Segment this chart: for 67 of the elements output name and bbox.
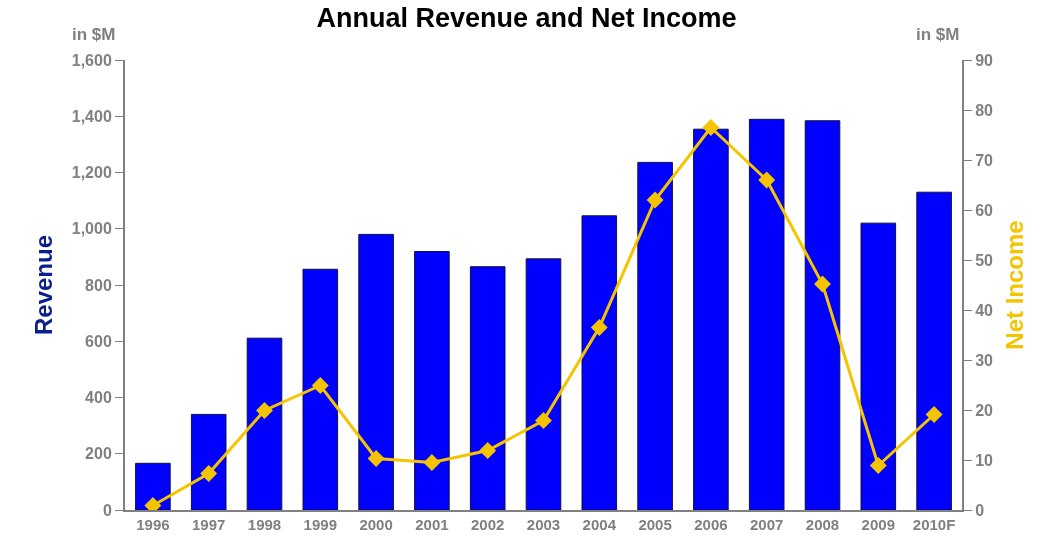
x-tick-label: 1996 [136, 516, 170, 533]
bar [637, 161, 673, 510]
bar [804, 120, 841, 510]
bar [246, 337, 283, 510]
y2-tick-label: 10 [975, 451, 994, 469]
bar [748, 118, 785, 510]
bar [302, 268, 339, 510]
point [646, 191, 664, 209]
x-tick-label: 1999 [303, 516, 337, 533]
point [925, 406, 943, 423]
bar [860, 222, 897, 510]
y2-axis-title: Net Income [1000, 220, 1028, 350]
y-tick-label: 1,600 [71, 51, 112, 69]
y-axis-title: Revenue [30, 234, 58, 336]
y2-tick-label: 0 [975, 501, 985, 519]
point [814, 275, 831, 293]
point [590, 319, 608, 336]
y2-tick-label: 30 [975, 351, 994, 369]
x-tick-label: 2010F [912, 516, 956, 533]
y-tick-label: 0 [102, 501, 112, 519]
point [535, 412, 552, 429]
y2-tick-label: 20 [975, 401, 994, 419]
y-tick-label: 600 [85, 332, 112, 350]
x-tick-label: 2006 [694, 516, 728, 533]
y2-tick-label: 40 [975, 301, 994, 319]
y2-tick-label: 60 [975, 201, 994, 219]
bar [581, 215, 618, 510]
point [423, 454, 441, 471]
y-tick-label: 800 [85, 276, 112, 294]
y2-tick-label: 90 [975, 51, 994, 69]
x-tick-label: 2009 [861, 516, 895, 533]
bar [190, 413, 227, 510]
y-tick-label: 1,000 [71, 220, 112, 238]
x-tick-label: 2002 [471, 516, 505, 533]
text: in $M [916, 25, 960, 44]
point [702, 119, 720, 136]
y-tick-label: 200 [85, 445, 112, 463]
y2-tick-label: 50 [975, 251, 994, 269]
bar [916, 191, 952, 510]
text: in $M [72, 25, 116, 44]
point [200, 465, 218, 482]
y2-tick-label: 70 [975, 151, 994, 169]
y-tick-label: 400 [85, 389, 112, 407]
y-tick-label: 1,200 [71, 164, 112, 182]
x-tick-label: 2003 [526, 516, 561, 533]
x-tick-label: 1997 [192, 516, 226, 533]
bar [358, 233, 394, 510]
x-tick-label: 2005 [638, 516, 672, 533]
bar [525, 258, 562, 510]
point [869, 457, 887, 474]
bar [469, 266, 506, 510]
point [758, 171, 776, 189]
y-tick-label: 1,400 [71, 107, 112, 125]
x-tick-label: 2001 [415, 516, 449, 533]
point [479, 442, 497, 459]
point [256, 402, 273, 419]
y2-tick-label: 80 [975, 101, 994, 119]
bar [693, 128, 729, 510]
x-tick-label: 2004 [582, 516, 617, 533]
x-tick-label: 1998 [247, 516, 282, 533]
chart-title: Annual Revenue and Net Income [316, 3, 737, 34]
x-tick-label: 2008 [805, 516, 840, 533]
x-tick-label: 2000 [359, 516, 393, 533]
x-tick-label: 2007 [750, 516, 784, 533]
point [311, 377, 329, 394]
point [367, 450, 385, 467]
bar [414, 251, 450, 510]
